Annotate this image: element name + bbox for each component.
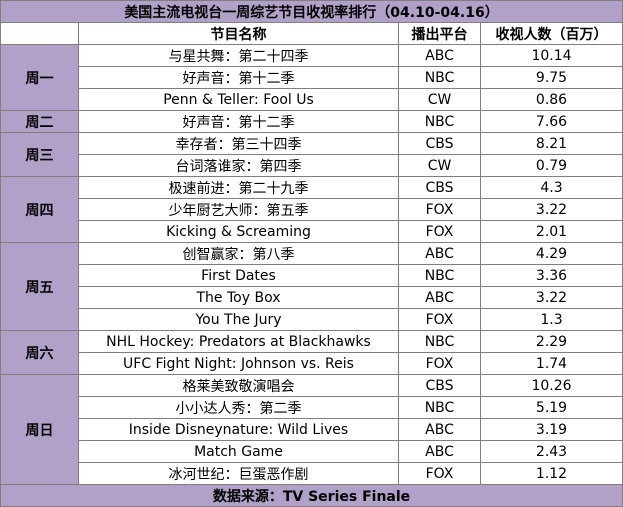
network-cell: NBC bbox=[398, 264, 481, 287]
show-cell: The Toy Box bbox=[78, 286, 399, 309]
network-cell: CBS bbox=[398, 374, 481, 397]
title-row: 美国主流电视台一周综艺节目收视率排行（04.10-04.16） bbox=[0, 0, 623, 23]
network-cell: CW bbox=[398, 88, 481, 111]
table-row: 冰河世纪：巨蛋恶作剧 FOX 1.12 bbox=[1, 462, 623, 485]
header-viewers: 收视人数（百万） bbox=[479, 22, 623, 45]
table-row: 小小达人秀：第二季 NBC 5.19 bbox=[1, 396, 623, 419]
viewers-cell: 3.22 bbox=[479, 286, 623, 309]
network-cell: CW bbox=[398, 154, 481, 177]
network-cell: NBC bbox=[398, 396, 481, 419]
viewers-cell: 1.74 bbox=[479, 352, 623, 375]
viewers-cell: 1.3 bbox=[479, 308, 623, 331]
header-show: 节目名称 bbox=[78, 22, 399, 45]
viewers-cell: 8.21 bbox=[479, 132, 623, 155]
day-cell: 周二 bbox=[0, 110, 79, 133]
viewers-cell: 2.29 bbox=[479, 330, 623, 353]
viewers-cell: 2.01 bbox=[479, 220, 623, 243]
network-cell: NBC bbox=[398, 66, 481, 89]
network-cell: FOX bbox=[398, 352, 481, 375]
table-row: 周一 与星共舞：第二十四季 ABC 10.14 bbox=[0, 44, 623, 111]
header-row: 节目名称 播出平台 收视人数（百万） bbox=[0, 22, 623, 45]
table-title: 美国主流电视台一周综艺节目收视率排行（04.10-04.16） bbox=[0, 0, 623, 23]
network-cell: ABC bbox=[398, 286, 481, 309]
day-cell: 周日 bbox=[0, 374, 79, 485]
network-cell: FOX bbox=[398, 462, 481, 485]
viewers-cell: 7.66 bbox=[479, 110, 623, 133]
show-cell: 极速前进：第二十九季 bbox=[78, 176, 399, 199]
table-row: You The Jury FOX 1.3 bbox=[1, 308, 623, 331]
show-cell: 台词落谁家：第四季 bbox=[78, 154, 399, 177]
viewers-cell: 0.86 bbox=[479, 88, 623, 111]
table-row: 少年厨艺大师：第五季 FOX 3.22 bbox=[1, 198, 623, 221]
show-cell: Inside Disneynature: Wild Lives bbox=[78, 418, 399, 441]
header-network: 播出平台 bbox=[398, 22, 481, 45]
table-row: 好声音：第十二季 NBC 9.75 bbox=[1, 66, 623, 89]
viewers-cell: 5.19 bbox=[479, 396, 623, 419]
viewers-cell: 2.43 bbox=[479, 440, 623, 463]
table-row: 周六 NHL Hockey: Predators at Blackhawks NBC… bbox=[0, 330, 623, 375]
network-cell: FOX bbox=[398, 308, 481, 331]
table-row: Penn & Teller: Fool Us CW 0.86 bbox=[1, 88, 623, 111]
show-cell: 好声音：第十二季 bbox=[78, 66, 399, 89]
network-cell: ABC bbox=[398, 418, 481, 441]
show-cell: Match Game bbox=[78, 440, 399, 463]
show-cell: Kicking & Screaming bbox=[78, 220, 399, 243]
header-day bbox=[0, 22, 79, 45]
show-cell: 创智赢家：第八季 bbox=[78, 242, 399, 265]
network-cell: FOX bbox=[398, 198, 481, 221]
show-cell: 好声音：第十二季 bbox=[78, 110, 399, 133]
table-row: UFC Fight Night: Johnson vs. Reis FOX 1.74 bbox=[1, 352, 623, 375]
network-cell: NBC bbox=[398, 110, 481, 133]
day-cell: 周四 bbox=[0, 176, 79, 243]
table-row: First Dates NBC 3.36 bbox=[1, 264, 623, 287]
show-cell: UFC Fight Night: Johnson vs. Reis bbox=[78, 352, 399, 375]
show-cell: 幸存者：第三十四季 bbox=[78, 132, 399, 155]
viewers-cell: 3.36 bbox=[479, 264, 623, 287]
day-cell: 周六 bbox=[0, 330, 79, 375]
network-cell: CBS bbox=[398, 132, 481, 155]
show-cell: 冰河世纪：巨蛋恶作剧 bbox=[78, 462, 399, 485]
network-cell: NBC bbox=[398, 330, 481, 353]
table-row: The Toy Box ABC 3.22 bbox=[1, 286, 623, 309]
source-note: 数据来源：TV Series Finale bbox=[0, 484, 623, 507]
show-cell: 少年厨艺大师：第五季 bbox=[78, 198, 399, 221]
table-row: 周日 格莱美致敬演唱会 CBS 10.26 bbox=[0, 374, 623, 485]
viewers-cell: 4.29 bbox=[479, 242, 623, 265]
table-row: Kicking & Screaming FOX 2.01 bbox=[1, 220, 623, 243]
network-cell: ABC bbox=[398, 440, 481, 463]
viewers-cell: 1.12 bbox=[479, 462, 623, 485]
show-cell: NHL Hockey: Predators at Blackhawks bbox=[78, 330, 399, 353]
viewers-cell: 3.22 bbox=[479, 198, 623, 221]
table-row: 周三 幸存者：第三十四季 CBS 8.21 bbox=[0, 132, 623, 177]
table-row: 周四 极速前进：第二十九季 CBS 4.3 bbox=[0, 176, 623, 243]
table-row: Match Game ABC 2.43 bbox=[1, 440, 623, 463]
viewers-cell: 4.3 bbox=[479, 176, 623, 199]
viewers-cell: 10.26 bbox=[479, 374, 623, 397]
show-cell: 格莱美致敬演唱会 bbox=[78, 374, 399, 397]
footer-row: 数据来源：TV Series Finale bbox=[0, 484, 623, 507]
table-row: Inside Disneynature: Wild Lives ABC 3.19 bbox=[1, 418, 623, 441]
viewers-cell: 3.19 bbox=[479, 418, 623, 441]
day-cell: 周一 bbox=[0, 44, 79, 111]
day-cell: 周三 bbox=[0, 132, 79, 177]
viewers-cell: 0.79 bbox=[479, 154, 623, 177]
show-cell: First Dates bbox=[78, 264, 399, 287]
viewers-cell: 9.75 bbox=[479, 66, 623, 89]
network-cell: ABC bbox=[398, 242, 481, 265]
network-cell: CBS bbox=[398, 176, 481, 199]
network-cell: ABC bbox=[398, 44, 481, 67]
show-cell: Penn & Teller: Fool Us bbox=[78, 88, 399, 111]
show-cell: You The Jury bbox=[78, 308, 399, 331]
table-row: 周五 创智赢家：第八季 ABC 4.29 bbox=[0, 242, 623, 331]
show-cell: 小小达人秀：第二季 bbox=[78, 396, 399, 419]
network-cell: FOX bbox=[398, 220, 481, 243]
table-row: 周二 好声音：第十二季 NBC 7.66 bbox=[0, 110, 623, 133]
viewers-cell: 10.14 bbox=[479, 44, 623, 67]
table-row: 台词落谁家：第四季 CW 0.79 bbox=[1, 154, 623, 177]
day-cell: 周五 bbox=[0, 242, 79, 331]
show-cell: 与星共舞：第二十四季 bbox=[78, 44, 399, 67]
